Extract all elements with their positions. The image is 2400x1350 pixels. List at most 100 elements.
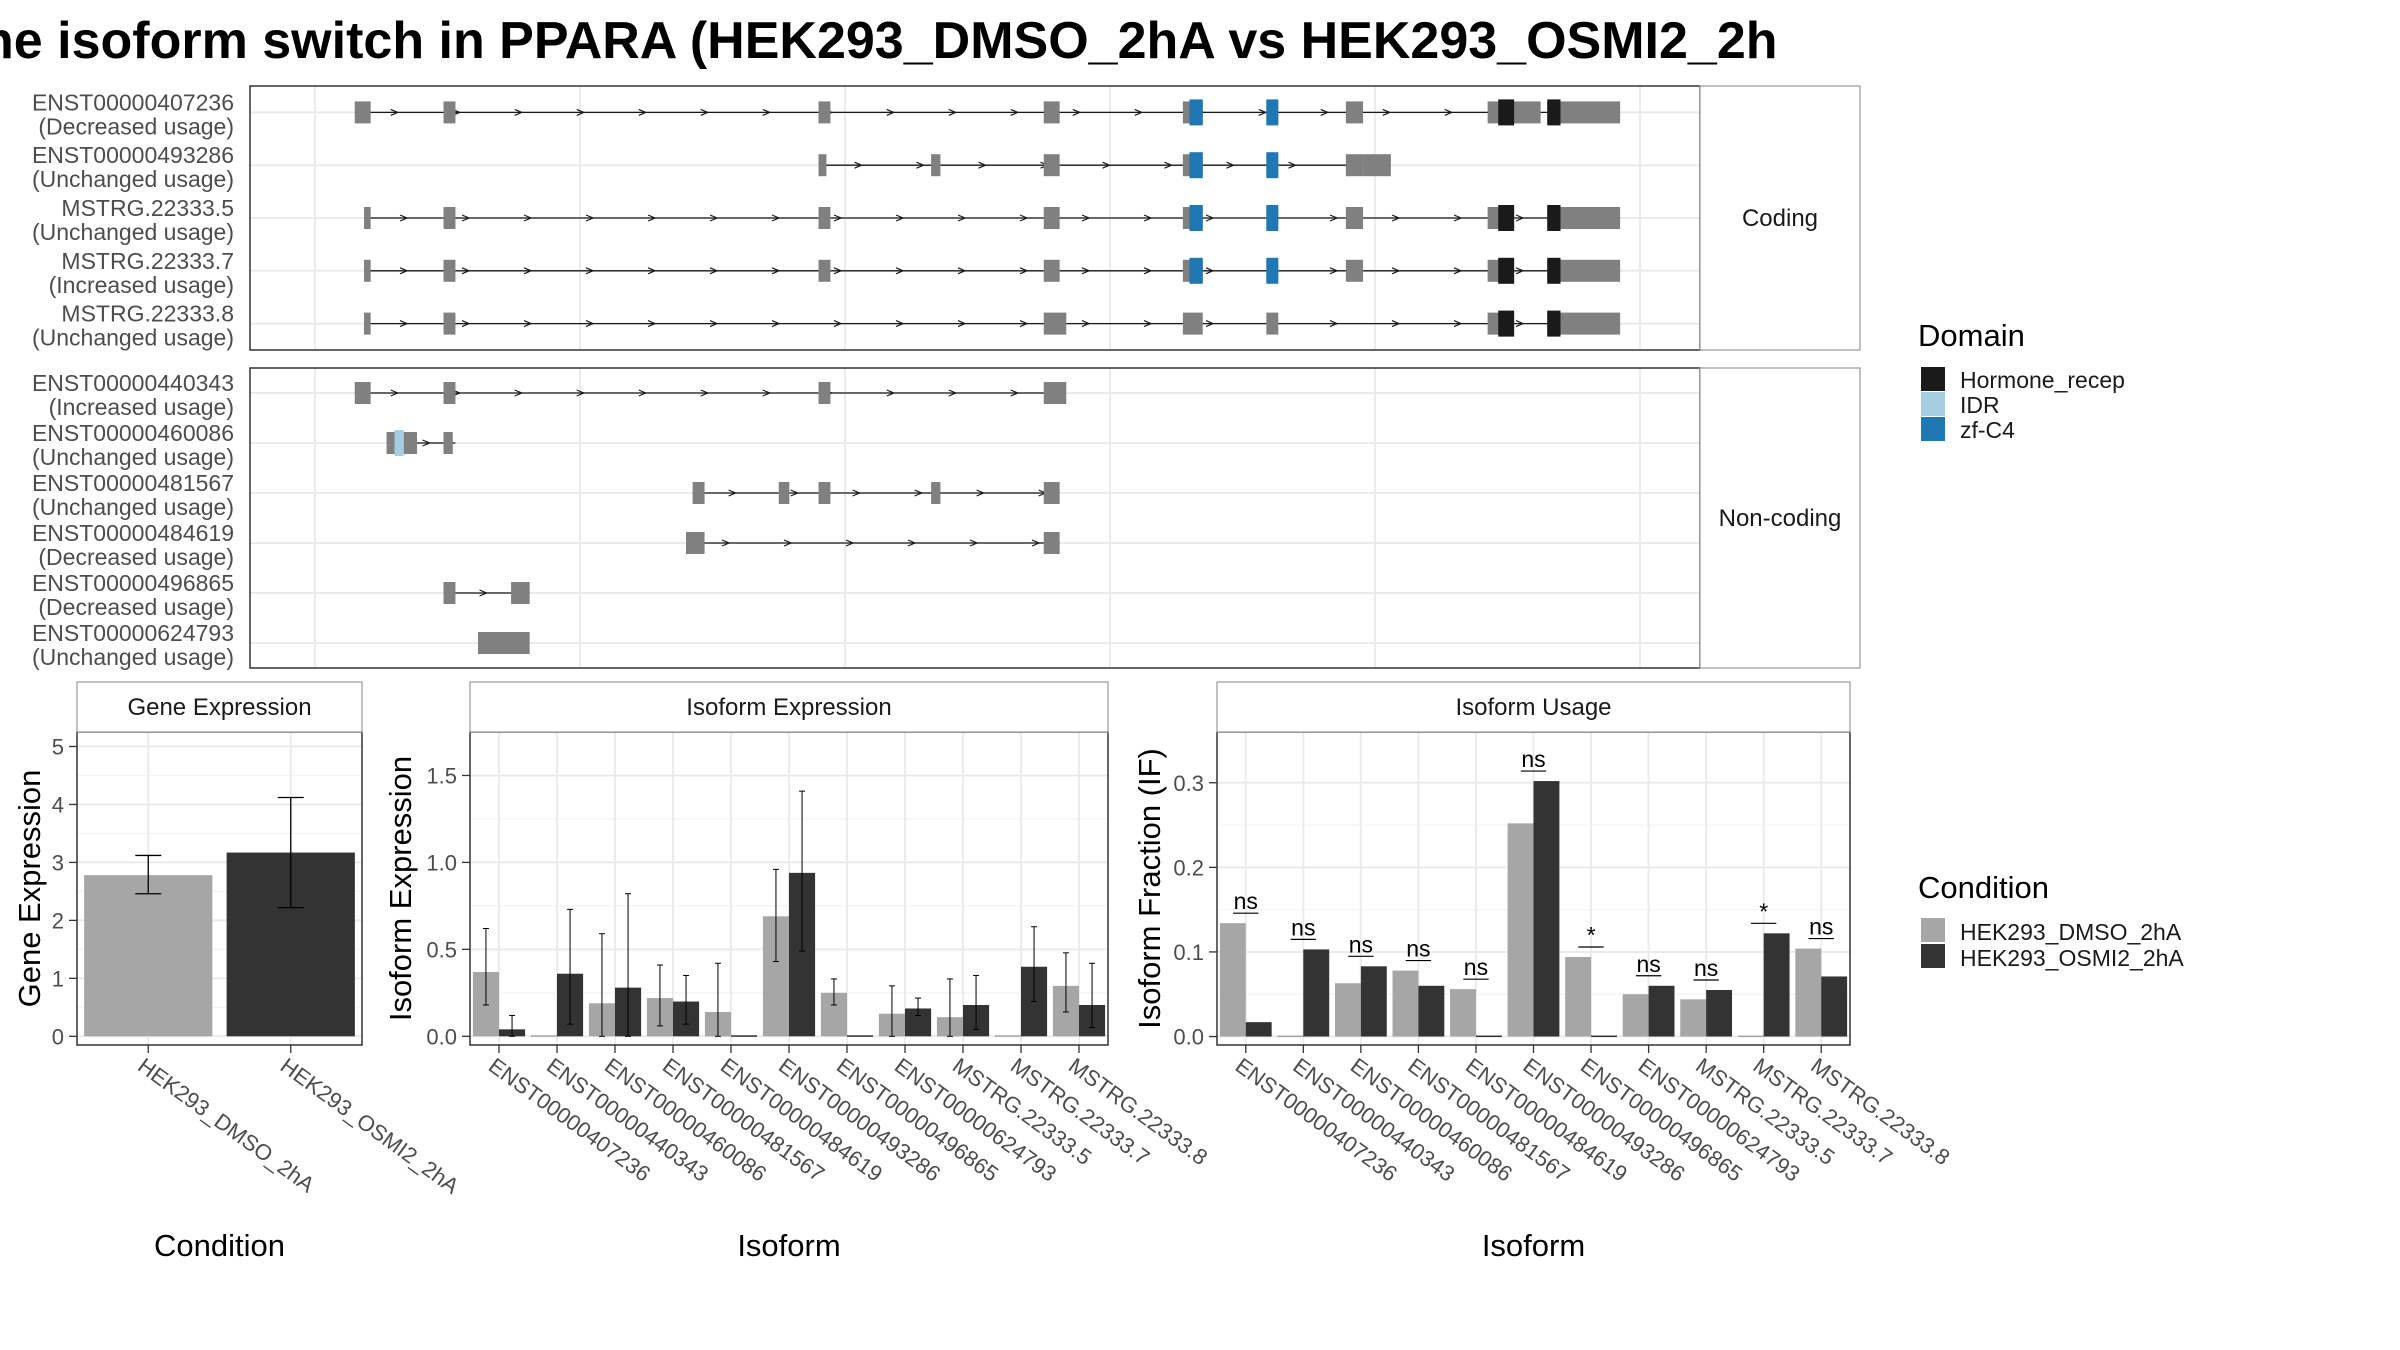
exon <box>1547 101 1621 124</box>
transcript-id-label: MSTRG.22333.5 <box>61 195 234 221</box>
bar-ENST00000496865-0 <box>1565 957 1592 1037</box>
exon <box>1547 312 1621 335</box>
bar-ENST00000460086-0 <box>1334 983 1361 1037</box>
significance-label: ns <box>1636 951 1660 977</box>
bar-ENST00000440343-0 <box>1277 1035 1304 1038</box>
y-axis-title: Gene Expression <box>12 770 47 1008</box>
domain-zf_c4 <box>1266 257 1279 284</box>
intron-arrow <box>709 267 719 275</box>
transcript-id-label: ENST00000481567 <box>32 470 234 496</box>
intron-arrow <box>523 267 533 275</box>
intron-arrow <box>700 108 710 116</box>
transcript-usage-label: (Unchanged usage) <box>32 325 234 351</box>
exon <box>386 432 395 454</box>
bar-panel-0: Gene Expression012345HEK293_DMSO_2hAHEK2… <box>12 681 464 1263</box>
intron-arrow <box>1205 267 1215 275</box>
bar-ENST00000484619-1 <box>731 1035 758 1037</box>
intron-arrow <box>461 320 471 328</box>
intron-arrow <box>1143 267 1153 275</box>
intron-arrow <box>1081 320 1091 328</box>
ytick-label: 0.1 <box>1173 940 1204 965</box>
exon <box>1345 259 1364 282</box>
transcript-usage-label: (Unchanged usage) <box>32 644 234 670</box>
transcript-ENST00000484619 <box>686 532 1060 554</box>
intron-arrow <box>957 214 967 222</box>
bar-MSTRG.22333.5-1 <box>1706 990 1733 1037</box>
x-axis-title: Isoform <box>737 1228 840 1263</box>
panel-title: Isoform Expression <box>686 694 891 721</box>
exon <box>354 101 371 124</box>
exon <box>818 259 831 282</box>
significance-label: * <box>1587 922 1596 948</box>
exon <box>1043 532 1060 554</box>
intron-arrow <box>709 214 719 222</box>
transcript-ENST00000481567 <box>692 482 1060 504</box>
intron-arrow <box>976 489 986 497</box>
domain-hormone_recep <box>1498 310 1515 337</box>
domain-legend: Domain Hormone_recep IDR zf-C4 <box>1918 318 2125 443</box>
bar-ENST00000481567-0 <box>1392 970 1419 1037</box>
intron-arrow <box>514 108 524 116</box>
structure-panel-0: Coding <box>249 85 1861 351</box>
ytick-label: 0.0 <box>1173 1025 1204 1050</box>
transcript-id-label: ENST00000440343 <box>32 370 234 396</box>
intron-arrow <box>700 389 710 397</box>
transcript-ENST00000624793 <box>477 632 530 654</box>
legend-key-zf-c4 <box>1921 417 1945 441</box>
panel-strip <box>76 681 363 733</box>
intron-arrow <box>969 539 979 547</box>
ytick-label: 1.0 <box>426 850 457 875</box>
intron-arrow <box>479 589 489 597</box>
exon <box>354 382 371 404</box>
intron-arrow <box>1019 320 1029 328</box>
domain-zf_c4 <box>1189 257 1203 284</box>
intron-arrow <box>790 489 800 497</box>
transcript-id-label: ENST00000496865 <box>32 570 234 596</box>
intron-arrow <box>1444 108 1454 116</box>
exon <box>818 101 831 124</box>
exon <box>1547 207 1621 229</box>
panel-strip <box>1216 681 1851 733</box>
domain-zf_c4 <box>1189 205 1203 231</box>
transcript-ENST00000460086 <box>386 430 456 456</box>
transcript-usage-label: (Increased usage) <box>49 272 234 298</box>
intron-arrow <box>399 267 409 275</box>
condition-legend-title: Condition <box>1918 870 2049 905</box>
domain-idr <box>394 430 404 456</box>
exon <box>1345 207 1364 229</box>
intron-arrow <box>886 389 896 397</box>
facet-strip-label: Coding <box>1742 205 1818 232</box>
bar-panel-2: ns ns ns ns ns ns * ns ns * ns Isoform Usage 0.0 0.1 0… <box>1132 681 1955 1263</box>
transcript-id-label: ENST00000484619 <box>32 520 234 546</box>
legend-label-hormone-recep: Hormone_recep <box>1960 367 2125 393</box>
bar-panels: Gene Expression012345HEK293_DMSO_2hAHEK2… <box>12 681 1955 1263</box>
transcript-id-label: ENST00000407236 <box>32 89 234 115</box>
bar-ENST00000496865-1 <box>1591 1035 1617 1038</box>
legend-label-osmi: HEK293_OSMI2_2hA <box>1960 945 2184 971</box>
bar-ENST00000407236-0 <box>1219 923 1246 1037</box>
intron-arrow <box>1010 389 1020 397</box>
bar-MSTRG.22333.5-0 <box>1680 999 1707 1037</box>
intron-arrow <box>1226 161 1236 169</box>
significance-label: ns <box>1464 954 1488 980</box>
intron-arrow <box>576 389 586 397</box>
intron-arrow <box>1164 161 1174 169</box>
exon <box>1043 101 1060 124</box>
significance-label: ns <box>1809 914 1833 940</box>
intron-arrow <box>1143 214 1153 222</box>
bar-ENST00000484619-0 <box>1450 989 1476 1037</box>
ytick-label: 2 <box>52 908 64 933</box>
intron-arrow <box>1329 320 1339 328</box>
exon <box>443 432 453 454</box>
transcript-ENST00000440343 <box>354 382 1067 404</box>
bar-MSTRG.22333.7-1 <box>1763 933 1790 1037</box>
intron-arrow <box>422 439 432 447</box>
transcript-id-label: ENST00000493286 <box>32 142 234 168</box>
domain-hormone_recep <box>1547 257 1561 284</box>
transcript-MSTRG.22333.7 <box>364 257 1621 284</box>
bar-HEK293_DMSO_2hA <box>84 875 213 1037</box>
ytick-label: 1.5 <box>426 763 457 788</box>
ytick-label: 0.3 <box>1173 771 1204 796</box>
y-axis-title: Isoform Fraction (IF) <box>1132 748 1167 1029</box>
intron-arrow <box>523 214 533 222</box>
